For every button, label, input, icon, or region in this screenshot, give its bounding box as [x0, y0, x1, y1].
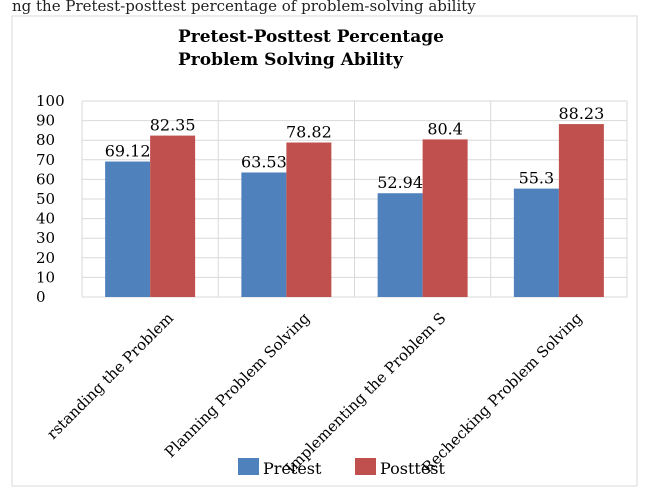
y-tick-label: 0 [36, 288, 46, 306]
legend-label-pretest: Pretest [263, 459, 322, 478]
legend-label-posttest: Posttest [380, 459, 446, 478]
y-tick-label: 30 [36, 229, 55, 247]
category-label: Planning Problem Solving [161, 309, 313, 461]
y-tick-label: 10 [36, 268, 55, 286]
data-label: 69.12 [105, 142, 151, 161]
bar-pretest [513, 188, 559, 297]
bar-pretest [105, 161, 151, 297]
data-label: 52.94 [377, 173, 423, 192]
legend-swatch-posttest [355, 458, 376, 475]
bar-posttest [558, 124, 604, 297]
data-label: 82.35 [150, 116, 196, 135]
category-label: rstanding the Problem [43, 309, 177, 443]
figure-caption: ng the Pretest-posttest percentage of pr… [12, 0, 476, 14]
data-label: 88.23 [558, 104, 604, 123]
y-tick-label: 40 [36, 210, 55, 228]
category-label: Rechecking Problem Solving [418, 309, 586, 477]
chart-title-line-2: Problem Solving Ability [178, 50, 403, 70]
bar-pretest [377, 193, 423, 297]
bar-pretest [241, 172, 287, 297]
bar-posttest [422, 139, 468, 297]
category-label: Implementing the Problem S [282, 309, 450, 477]
data-label: 80.4 [427, 119, 463, 138]
bar-posttest [286, 142, 332, 297]
bar-posttest [150, 135, 196, 297]
y-tick-label: 100 [36, 92, 65, 110]
data-label: 55.3 [519, 169, 555, 188]
data-label: 78.82 [286, 123, 332, 142]
y-tick-label: 80 [36, 131, 55, 149]
chart-border [11, 15, 638, 487]
legend-swatch-pretest [238, 458, 259, 475]
y-tick-label: 50 [36, 190, 55, 208]
chart-title: Pretest-Posttest Percentage Problem Solv… [178, 26, 444, 72]
chart-title-line-1: Pretest-Posttest Percentage [178, 27, 444, 47]
y-tick-label: 60 [36, 170, 55, 188]
data-label: 63.53 [241, 152, 287, 171]
y-tick-label: 20 [36, 249, 55, 267]
y-tick-label: 90 [36, 112, 55, 130]
y-tick-label: 70 [36, 151, 55, 169]
